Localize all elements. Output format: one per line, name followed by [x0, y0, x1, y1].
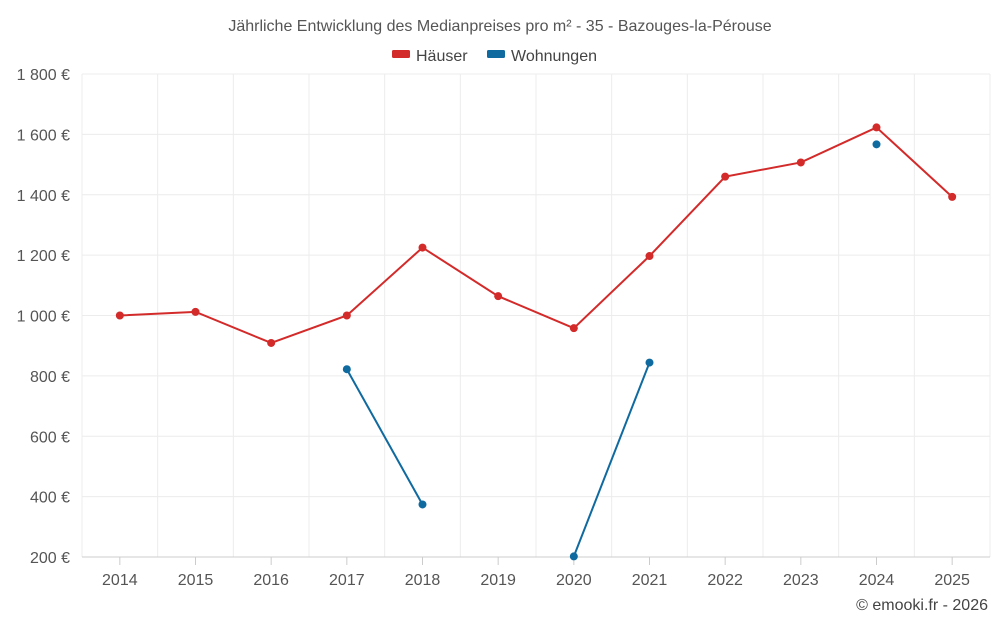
legend-item[interactable]: Häuser [392, 48, 468, 65]
data-point[interactable] [569, 324, 578, 333]
data-point[interactable] [494, 292, 503, 301]
x-tick-label: 2025 [934, 572, 970, 589]
chart-title: Jährliche Entwicklung des Medianpreises … [228, 18, 771, 35]
legend-swatch [392, 50, 410, 58]
credit-text: © emooki.fr - 2026 [856, 597, 988, 614]
y-tick-label: 200 € [30, 550, 70, 567]
series-line [119, 126, 953, 345]
x-tick-label: 2021 [632, 572, 668, 589]
y-tick-label: 1 000 € [17, 309, 70, 326]
data-point[interactable] [342, 311, 351, 320]
y-tick-label: 1 800 € [17, 67, 70, 84]
y-tick-label: 1 600 € [17, 127, 70, 144]
y-tick-label: 600 € [30, 429, 70, 446]
series-layer [115, 123, 957, 561]
data-point[interactable] [796, 158, 805, 167]
grid [81, 73, 991, 558]
x-tick-label: 2023 [783, 572, 819, 589]
legend-item[interactable]: Wohnungen [487, 48, 597, 65]
data-point[interactable] [645, 252, 654, 261]
series-line [572, 362, 651, 557]
data-point[interactable] [418, 500, 427, 509]
y-tick-label: 1 400 € [17, 188, 70, 205]
x-tick-label: 2016 [253, 572, 289, 589]
y-axis: 200 € 400 € 600 € 800 € 1 000 € 1 200 € 1 400 … [17, 67, 70, 567]
series-line [345, 368, 424, 505]
y-tick-label: 800 € [30, 369, 70, 386]
legend: Häuser Wohnungen [392, 48, 597, 65]
x-tick-label: 2022 [707, 572, 743, 589]
data-point[interactable] [645, 358, 654, 367]
data-point[interactable] [191, 307, 200, 316]
x-tick-label: 2019 [480, 572, 516, 589]
x-tick-label: 2020 [556, 572, 592, 589]
x-axis: 2014 2015 2016 2017 2018 2019 2020 2021 2022 2023… [82, 556, 990, 589]
data-point[interactable] [342, 365, 351, 374]
series-wohnungen [342, 140, 881, 561]
data-point[interactable] [115, 311, 124, 320]
data-point[interactable] [872, 140, 881, 149]
y-tick-label: 1 200 € [17, 248, 70, 265]
x-tick-label: 2014 [102, 572, 138, 589]
data-point[interactable] [721, 172, 730, 181]
data-point[interactable] [872, 123, 881, 132]
data-point[interactable] [948, 192, 957, 201]
legend-swatch [487, 50, 505, 58]
y-tick-label: 400 € [30, 490, 70, 507]
data-point[interactable] [569, 552, 578, 561]
x-tick-label: 2018 [405, 572, 441, 589]
data-point[interactable] [267, 338, 276, 347]
series-haeuser [115, 123, 957, 347]
x-tick-label: 2024 [859, 572, 895, 589]
data-point[interactable] [418, 243, 427, 252]
legend-label: Häuser [416, 48, 468, 65]
x-tick-label: 2017 [329, 572, 365, 589]
x-tick-label: 2015 [178, 572, 214, 589]
legend-label: Wohnungen [511, 48, 597, 65]
